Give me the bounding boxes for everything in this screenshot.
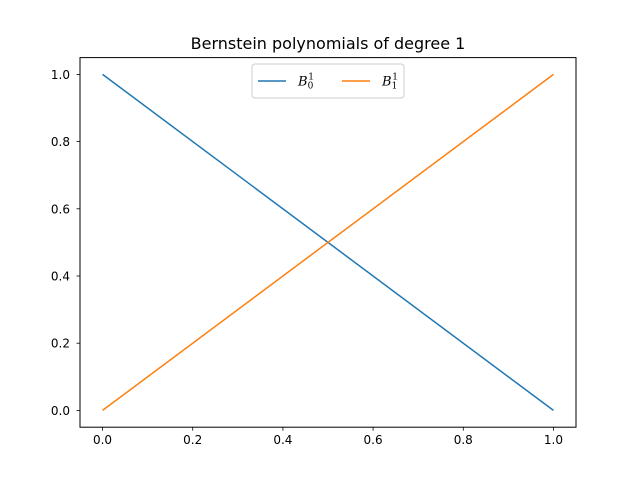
x-tick-label: 0.4 [273,433,292,447]
legend-box [251,63,405,99]
legend-label: B01 [297,73,314,92]
y-tick-label: 0.2 [51,337,70,351]
y-tick-label: 0.0 [51,404,70,418]
legend: B01 B11 [251,63,405,99]
series-line-1 [102,73,554,412]
y-tick-label: 0.6 [51,202,70,216]
x-axis: 0.0 0.2 0.4 0.6 0.8 1.0 [93,427,563,447]
y-tick-label: 0.4 [51,270,70,284]
legend-label: B11 [381,73,398,92]
x-tick-label: 1.0 [544,433,563,447]
y-tick-label: 0.8 [51,135,70,149]
x-tick-label: 0.2 [183,433,202,447]
chart-title: Bernstein polynomials of degree 1 [191,34,466,53]
plot-frame [79,57,577,428]
x-tick-label: 0.8 [454,433,473,447]
y-axis: 0.0 0.2 0.4 0.6 0.8 1.0 [51,68,80,418]
x-tick-label: 0.0 [93,433,112,447]
plot-lines [102,73,554,412]
x-tick-label: 0.6 [364,433,383,447]
y-tick-label: 1.0 [51,68,70,82]
